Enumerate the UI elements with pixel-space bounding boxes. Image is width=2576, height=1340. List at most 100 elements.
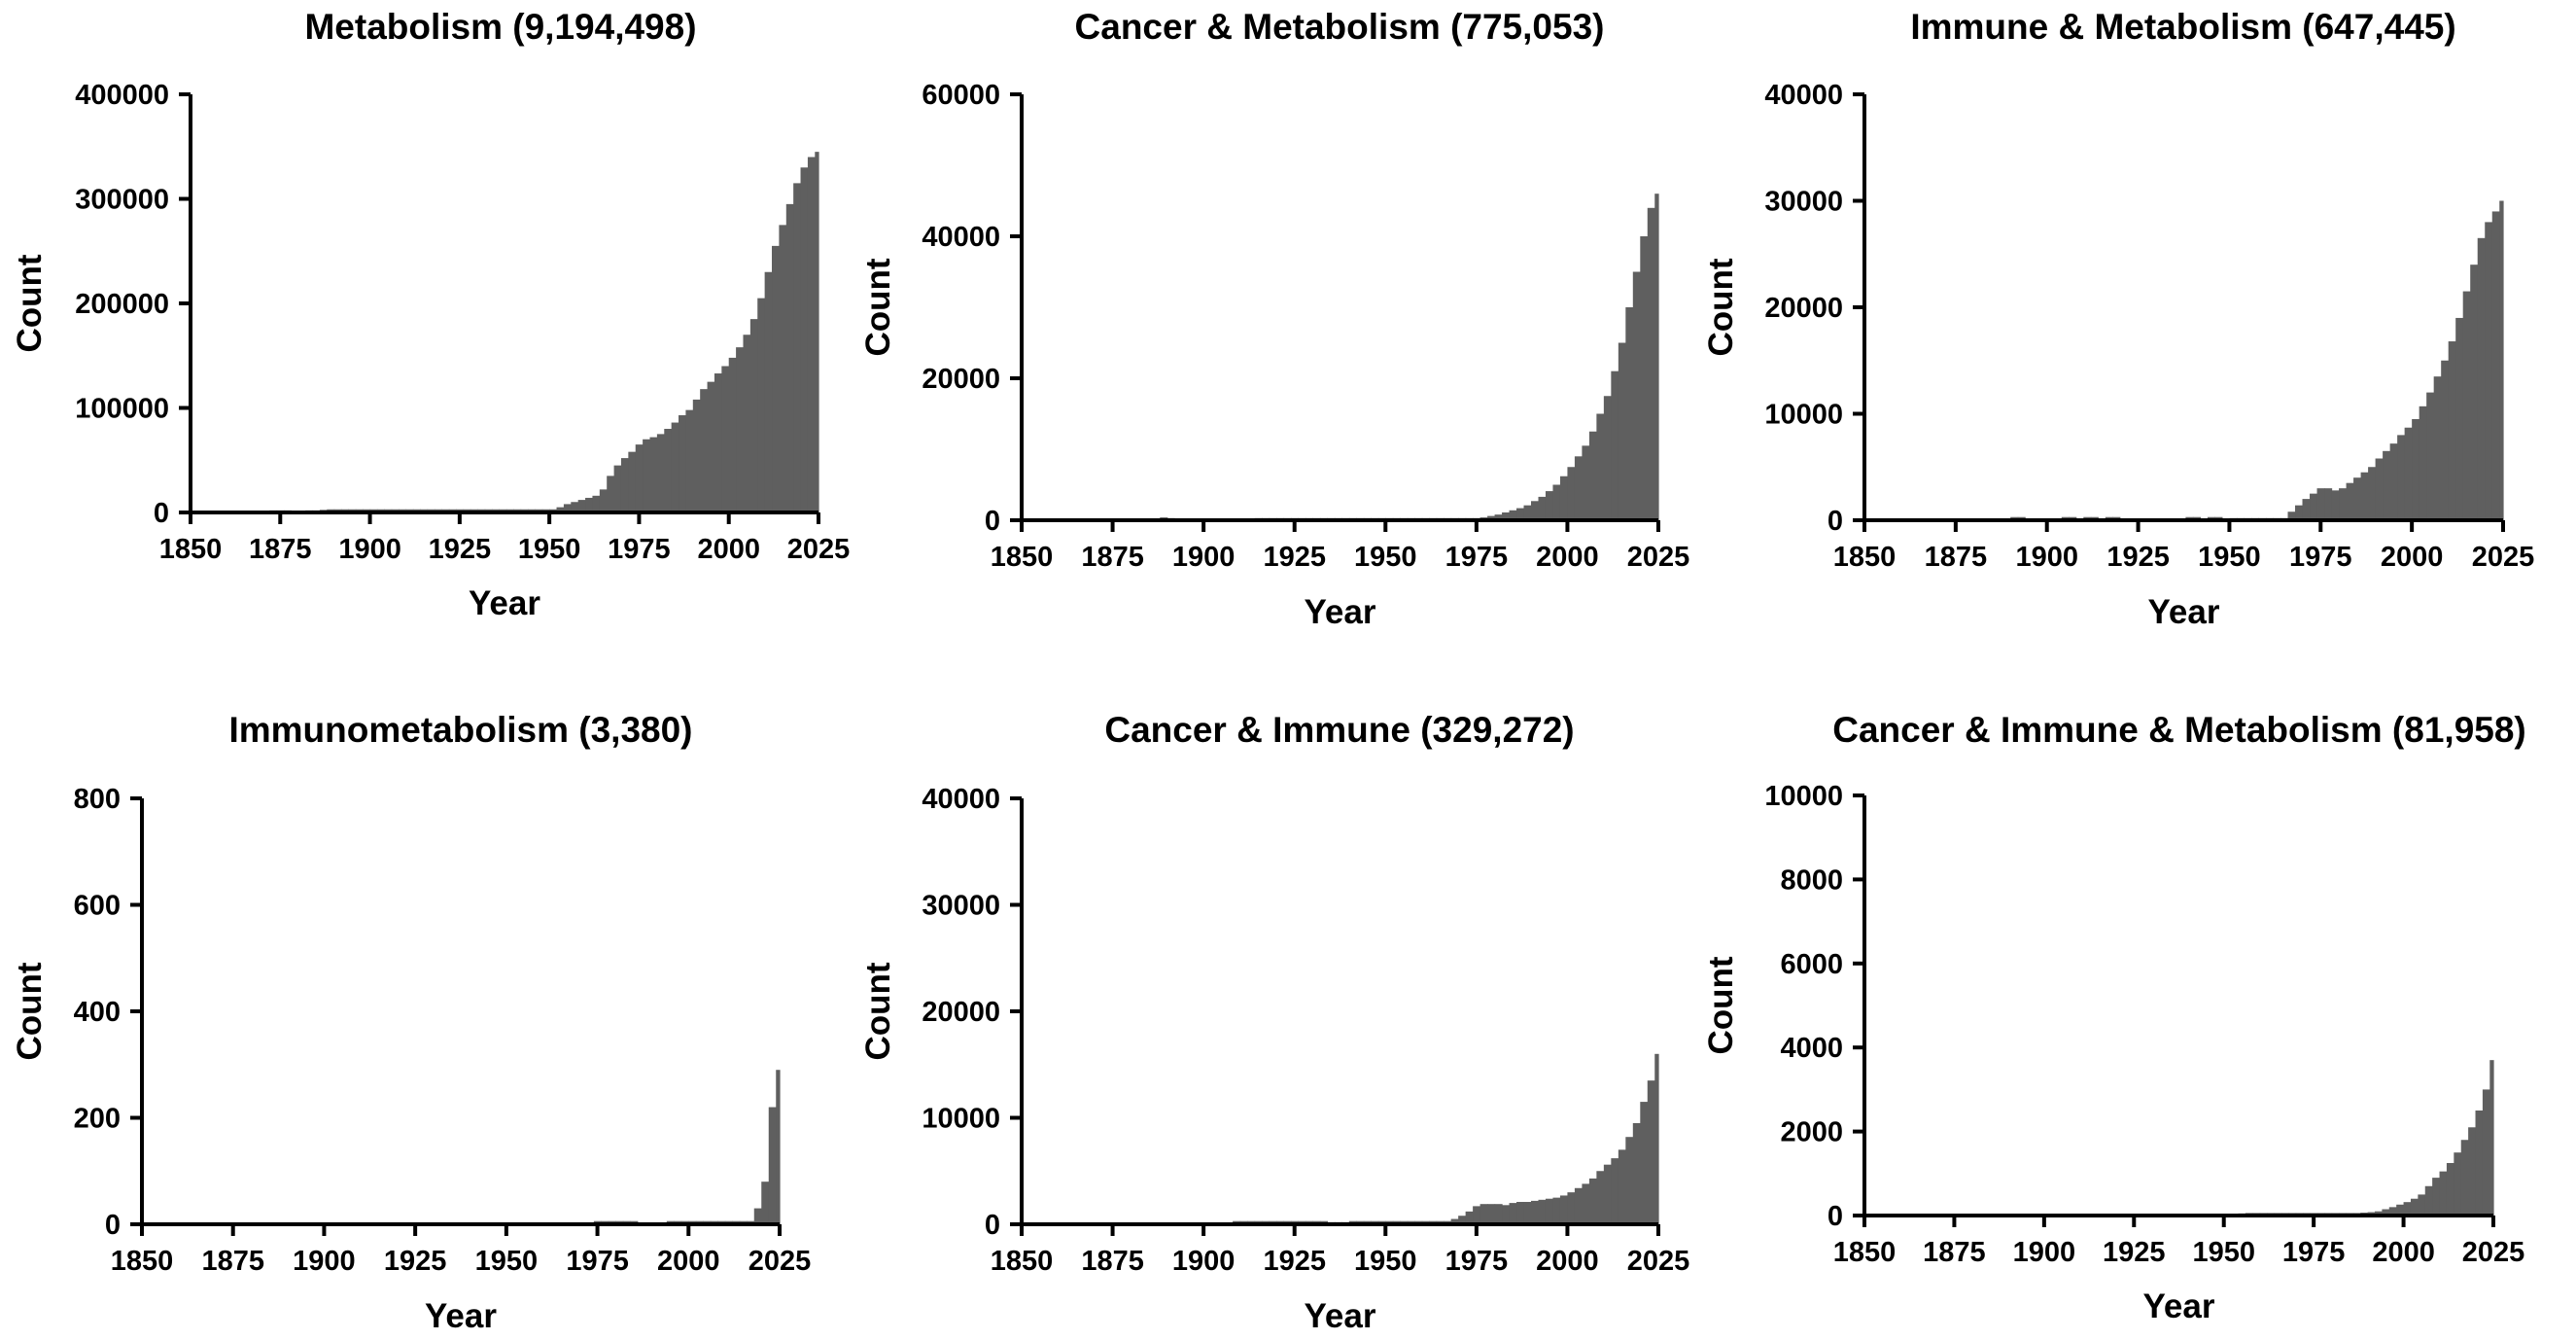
bar bbox=[2316, 488, 2325, 520]
y-tick-label: 0 bbox=[1828, 1201, 1843, 1232]
chart-panel-immunometabolism: Immunometabolism (3,380) 1850 1875 1900 1925… bbox=[11, 710, 811, 1335]
x-tick-label: 2000 bbox=[697, 534, 760, 565]
y-tick-label: 40000 bbox=[1764, 80, 1843, 111]
x-tick-label: 2000 bbox=[1536, 1246, 1599, 1277]
bar bbox=[2418, 1194, 2426, 1216]
bar bbox=[1603, 396, 1612, 520]
bar bbox=[2389, 443, 2398, 520]
bar bbox=[1509, 1203, 1517, 1224]
y-axis-label: Count bbox=[11, 962, 49, 1060]
bar bbox=[1502, 511, 1511, 520]
x-tick-label: 1850 bbox=[991, 542, 1054, 573]
bar bbox=[1647, 207, 1655, 521]
chart-title: Cancer & Immune (329,272) bbox=[1104, 710, 1574, 750]
bar bbox=[656, 434, 665, 513]
x-tick-label: 1875 bbox=[1925, 542, 1988, 573]
bar bbox=[2426, 392, 2435, 520]
bar bbox=[1611, 370, 1619, 520]
bar bbox=[1552, 1197, 1561, 1225]
y-tick-label: 30000 bbox=[1764, 187, 1843, 218]
chart-title: Metabolism (9,194,498) bbox=[304, 7, 696, 47]
bar bbox=[607, 476, 615, 513]
bar bbox=[753, 1208, 762, 1224]
x-axis-label: Year bbox=[425, 1297, 497, 1335]
bar bbox=[1625, 1137, 1634, 1224]
y-tick-label: 40000 bbox=[922, 222, 1000, 253]
bar bbox=[761, 1181, 770, 1224]
y-tick-label: 8000 bbox=[1780, 864, 1843, 896]
x-tick-label: 1900 bbox=[2015, 542, 2078, 573]
chart-title: Cancer & Metabolism (775,053) bbox=[1075, 7, 1605, 47]
bar bbox=[2485, 222, 2493, 520]
y-tick-label: 10000 bbox=[922, 1104, 1000, 1135]
y-axis-label: Count bbox=[859, 962, 897, 1060]
bar bbox=[2295, 505, 2304, 520]
bar bbox=[563, 504, 572, 512]
y-tick-label: 40000 bbox=[922, 784, 1000, 815]
bar bbox=[1567, 467, 1576, 520]
x-tick-label: 1925 bbox=[2103, 1237, 2166, 1268]
x-tick-label: 1875 bbox=[1923, 1237, 1986, 1268]
x-tick-label: 2000 bbox=[657, 1246, 720, 1277]
x-tick-label: 1925 bbox=[384, 1246, 447, 1277]
y-tick-label: 600 bbox=[74, 891, 121, 922]
bar bbox=[779, 225, 787, 513]
bar bbox=[700, 389, 709, 512]
bar bbox=[635, 444, 644, 513]
x-tick-label: 1900 bbox=[338, 534, 401, 565]
y-tick-label: 10000 bbox=[1764, 781, 1843, 812]
x-tick-label: 2025 bbox=[1627, 542, 1690, 573]
x-tick-label: 1900 bbox=[2013, 1237, 2076, 1268]
bar bbox=[2383, 450, 2391, 520]
y-axis-label: Count bbox=[1702, 956, 1740, 1054]
y-axis-label: Count bbox=[859, 258, 897, 356]
bar bbox=[2424, 1185, 2433, 1216]
x-tick-label: 1925 bbox=[1263, 542, 1326, 573]
bar bbox=[1559, 476, 1569, 520]
chart-panel-metabolism: Metabolism (9,194,498) 1850 1875 1900 1925 19… bbox=[11, 7, 850, 622]
bar bbox=[2388, 1207, 2397, 1216]
bar bbox=[2433, 376, 2442, 520]
bar bbox=[1450, 1218, 1459, 1224]
bar bbox=[2454, 1152, 2462, 1216]
y-tick-label: 0 bbox=[985, 506, 1000, 537]
bar bbox=[1625, 307, 1634, 520]
x-tick-label: 2000 bbox=[2381, 542, 2444, 573]
bar bbox=[1588, 1178, 1597, 1224]
y-tick-label: 0 bbox=[1828, 506, 1843, 537]
bar bbox=[1574, 1187, 1583, 1224]
x-tick-label: 1850 bbox=[1833, 1237, 1897, 1268]
bar bbox=[2468, 1127, 2477, 1216]
bar bbox=[649, 437, 658, 512]
bar bbox=[1473, 1206, 1481, 1224]
bar bbox=[815, 152, 819, 513]
bar bbox=[1516, 508, 1525, 520]
x-tick-label: 1875 bbox=[249, 534, 312, 565]
bar bbox=[1545, 1198, 1554, 1224]
y-tick-label: 0 bbox=[154, 498, 169, 529]
bar bbox=[2475, 1111, 2484, 1216]
bar bbox=[2448, 341, 2456, 520]
chart-title: Immunometabolism (3,380) bbox=[228, 710, 692, 750]
bar bbox=[1654, 194, 1659, 520]
bar bbox=[1582, 1183, 1590, 1224]
bar bbox=[2432, 1178, 2441, 1216]
chart-title: Immune & Metabolism (647,445) bbox=[1910, 7, 2455, 47]
bar bbox=[643, 439, 651, 512]
bar bbox=[1603, 1164, 1612, 1224]
bar bbox=[2455, 317, 2464, 520]
chart-panel-cancer-immune-metabolism: Cancer & Immune & Metabolism (81,958) 185… bbox=[1702, 710, 2526, 1325]
y-tick-label: 2000 bbox=[1780, 1117, 1843, 1148]
bar bbox=[749, 319, 758, 513]
bar bbox=[2404, 427, 2413, 520]
bar bbox=[2375, 458, 2384, 520]
bar bbox=[571, 502, 579, 512]
bar bbox=[2410, 1198, 2419, 1216]
bar bbox=[692, 399, 701, 512]
bar bbox=[2353, 477, 2362, 520]
bar bbox=[1632, 1122, 1641, 1224]
bar bbox=[1487, 1204, 1496, 1224]
y-tick-label: 200000 bbox=[75, 289, 169, 320]
y-tick-label: 6000 bbox=[1780, 949, 1843, 980]
bar bbox=[2499, 200, 2504, 520]
